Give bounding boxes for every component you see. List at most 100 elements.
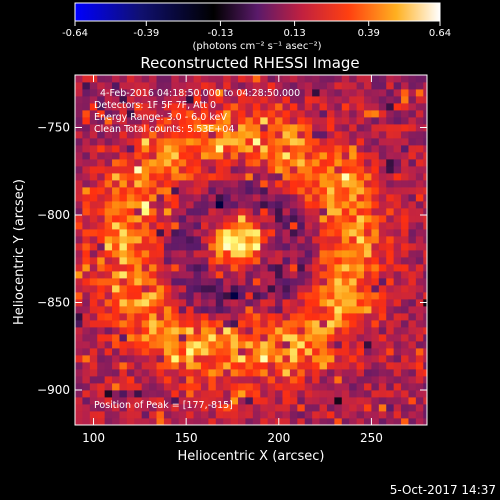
heatmap-cell <box>163 229 172 237</box>
heatmap-cell <box>252 299 261 307</box>
heatmap-cell <box>97 355 106 363</box>
heatmap-cell <box>89 369 98 377</box>
heatmap-cell <box>104 285 113 293</box>
heatmap-cell <box>223 362 232 370</box>
heatmap-cell <box>282 299 291 307</box>
heatmap-cell <box>156 82 165 90</box>
heatmap-cell <box>230 187 239 195</box>
heatmap-cell <box>245 159 254 167</box>
heatmap-cell <box>126 131 135 139</box>
heatmap-cell <box>356 75 365 83</box>
heatmap-cell <box>163 103 172 111</box>
heatmap-cell <box>312 215 320 223</box>
heatmap-cell <box>371 96 380 104</box>
heatmap-cell <box>319 124 328 132</box>
heatmap-cell <box>223 187 232 195</box>
heatmap-cell <box>304 131 313 139</box>
heatmap-cell <box>245 131 254 139</box>
heatmap-cell <box>341 173 350 181</box>
heatmap-cell <box>82 187 91 195</box>
heatmap-cell <box>341 411 350 419</box>
heatmap-cell <box>393 222 402 230</box>
heatmap-cell <box>304 404 313 412</box>
heatmap-cell <box>415 348 424 356</box>
heatmap-cell <box>408 103 417 111</box>
heatmap-cell <box>238 201 246 209</box>
heatmap-cell <box>112 271 120 279</box>
heatmap-cell <box>282 397 291 405</box>
heatmap-cell <box>364 138 372 146</box>
heatmap-cell <box>282 145 291 153</box>
heatmap-cell <box>119 285 128 293</box>
heatmap-cell <box>267 285 276 293</box>
heatmap-cell <box>200 166 209 174</box>
heatmap-cell <box>156 166 165 174</box>
heatmap-cell <box>208 208 217 216</box>
heatmap-cell <box>245 208 254 216</box>
heatmap-cell <box>401 187 409 195</box>
heatmap-cell <box>171 96 180 104</box>
heatmap-cell <box>334 89 343 97</box>
heatmap-cell <box>304 257 313 265</box>
heatmap-cell <box>200 264 209 272</box>
heatmap-cell <box>104 278 113 286</box>
heatmap-cell <box>193 124 202 132</box>
heatmap-cell <box>186 390 194 398</box>
heatmap-cell <box>312 173 320 181</box>
heatmap-cell <box>238 285 246 293</box>
heatmap-cell <box>134 313 143 321</box>
heatmap-cell <box>193 397 202 405</box>
heatmap-cell <box>334 250 343 258</box>
heatmap-cell <box>289 362 298 370</box>
heatmap-cell <box>282 376 291 384</box>
heatmap-cell <box>415 383 424 391</box>
heatmap-cell <box>149 89 157 97</box>
heatmap-cell <box>163 362 172 370</box>
heatmap-cell <box>252 152 261 160</box>
heatmap-cell <box>238 173 246 181</box>
heatmap-cell <box>208 82 217 90</box>
heatmap-cell <box>297 194 306 202</box>
heatmap-cell <box>289 187 298 195</box>
heatmap-cell <box>215 383 224 391</box>
heatmap-cell <box>171 369 180 377</box>
heatmap-cell <box>230 215 239 223</box>
heatmap-cell <box>89 89 98 97</box>
heatmap-cell <box>326 166 335 174</box>
heatmap-cell <box>186 327 194 335</box>
heatmap-cell <box>97 250 106 258</box>
heatmap-cell <box>238 236 246 244</box>
heatmap-cell <box>215 89 224 97</box>
heatmap-cell <box>163 250 172 258</box>
heatmap-cell <box>326 222 335 230</box>
heatmap-cell <box>97 257 106 265</box>
heatmap-cell <box>408 166 417 174</box>
heatmap-cell <box>334 299 343 307</box>
heatmap-cell <box>319 334 328 342</box>
heatmap-cell <box>326 299 335 307</box>
heatmap-cell <box>378 278 387 286</box>
heatmap-cell <box>126 222 135 230</box>
heatmap-cell <box>297 271 306 279</box>
heatmap-cell <box>89 194 98 202</box>
heatmap-cell <box>215 215 224 223</box>
heatmap-cell <box>334 334 343 342</box>
heatmap-cell <box>238 89 246 97</box>
heatmap-cell <box>408 299 417 307</box>
heatmap-cell <box>297 82 306 90</box>
heatmap-cell <box>275 152 283 160</box>
heatmap-cell <box>208 138 217 146</box>
heatmap-cell <box>364 166 372 174</box>
heatmap-cell <box>371 229 380 237</box>
heatmap-cell <box>245 138 254 146</box>
heatmap-cell <box>378 292 387 300</box>
heatmap-cell <box>193 355 202 363</box>
heatmap-cell <box>319 159 328 167</box>
heatmap-cell <box>163 243 172 251</box>
heatmap-cell <box>275 124 283 132</box>
heatmap-cell <box>112 131 120 139</box>
heatmap-cell <box>97 313 106 321</box>
heatmap-cell <box>149 404 157 412</box>
heatmap-cell <box>230 411 239 419</box>
heatmap-cell <box>97 124 106 132</box>
